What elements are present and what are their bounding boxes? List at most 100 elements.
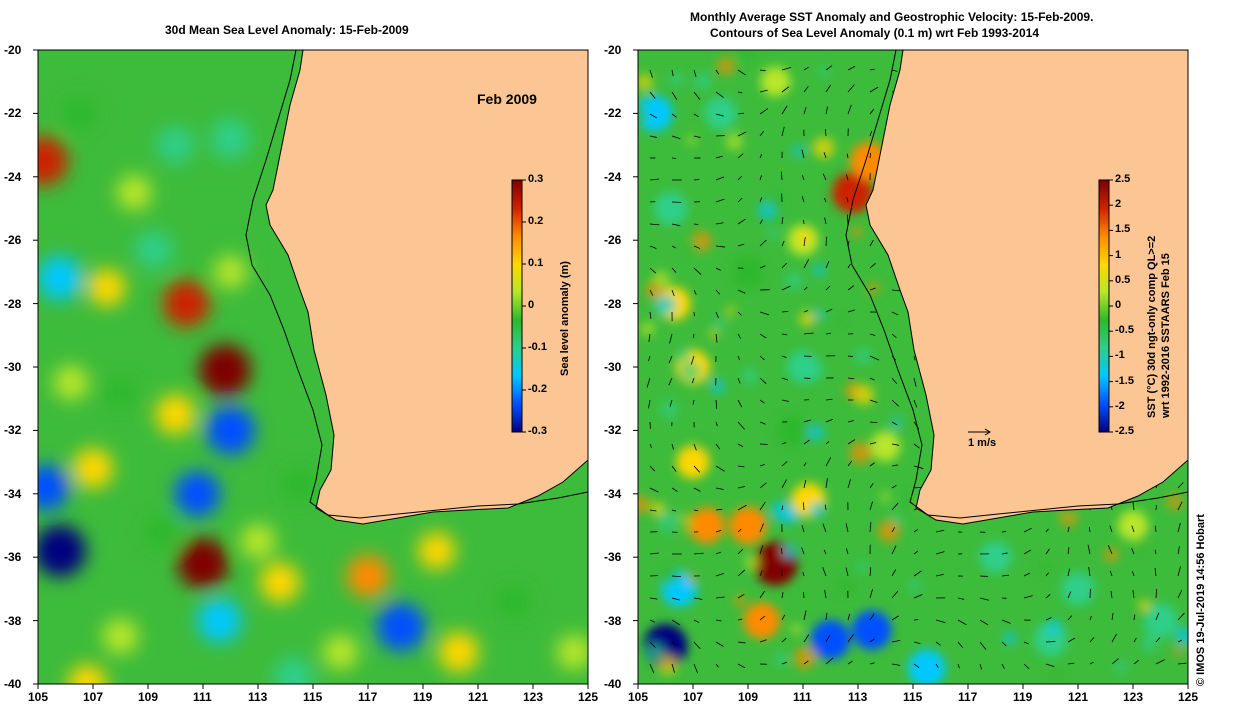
velocity-scale-arrow: [968, 428, 991, 436]
velocity-vector: [935, 641, 941, 646]
left-x-tick-label: 125: [578, 690, 599, 704]
right-x-tick-label: 115: [903, 690, 923, 704]
velocity-vector: [781, 637, 787, 643]
left-x-tick-label: 107: [83, 690, 104, 704]
velocity-vector: [891, 615, 899, 621]
velocity-vector: [715, 596, 725, 599]
velocity-vector: [825, 308, 833, 313]
velocity-vector: [801, 524, 805, 533]
left-y-tick-label: -24: [4, 169, 22, 184]
velocity-vector: [649, 597, 658, 600]
velocity-vector: [891, 311, 899, 316]
velocity-vector: [891, 569, 896, 577]
velocity-vector: [1155, 612, 1160, 621]
velocity-vector: [737, 443, 744, 448]
right-y-tick-label: -20: [604, 43, 622, 57]
velocity-vector: [913, 663, 920, 669]
velocity-vector: [1109, 570, 1113, 577]
velocity-vector: [1067, 568, 1070, 577]
velocity-vector: [891, 69, 898, 72]
velocity-vector: [825, 261, 830, 269]
velocity-vector: [759, 377, 767, 384]
sla-anomaly-patch: [213, 255, 248, 289]
sst-colorbar-tick-label: 1.5: [1115, 223, 1131, 236]
sla-colorbar-tick-label: 0.1: [528, 257, 544, 269]
velocity-vector: [803, 310, 809, 313]
right-map-title-line1: Monthly Average SST Anomaly and Geostrop…: [690, 10, 1094, 24]
sla-anomaly-patch: [38, 464, 69, 511]
sst-colorbar-label-line1: SST (°C) 30d ngt-only comp QL>=2: [1146, 235, 1158, 418]
velocity-vector: [825, 418, 834, 423]
sst-texture-speck: [790, 623, 803, 635]
velocity-vector: [693, 597, 703, 600]
velocity-vector: [891, 421, 898, 426]
velocity-vector: [649, 619, 656, 623]
velocity-vector: [759, 501, 766, 511]
velocity-vector: [1023, 595, 1033, 599]
velocity-vector: [671, 663, 675, 673]
velocity-vector: [1088, 526, 1091, 533]
velocity-vector: [648, 333, 651, 342]
left-x-tick-label: 123: [523, 690, 544, 704]
velocity-vector: [891, 484, 897, 489]
velocity-vector: [715, 113, 724, 117]
sla-anomaly-field: [38, 95, 588, 684]
velocity-vector: [715, 155, 723, 159]
velocity-vector: [1023, 527, 1032, 533]
velocity-vector: [1177, 523, 1181, 533]
velocity-vector: [1110, 590, 1113, 599]
velocity-vector: [1154, 549, 1157, 555]
velocity-vector: [693, 552, 704, 555]
velocity-vector: [847, 309, 855, 313]
velocity-vector: [847, 633, 854, 643]
sst-anomaly-patch: [760, 66, 791, 97]
sst-texture-speck: [1173, 647, 1183, 657]
sst-colorbar-tick-label: 2: [1115, 198, 1122, 211]
velocity-vector: [869, 442, 877, 445]
velocity-vector: [781, 592, 784, 599]
velocity-vector: [671, 135, 681, 140]
sla-anomaly-patch: [206, 406, 255, 455]
velocity-vector: [825, 65, 833, 71]
velocity-vector: [801, 175, 805, 181]
velocity-vector: [847, 104, 852, 115]
velocity-scale-label: 1 m/s: [968, 437, 997, 449]
velocity-vector: [803, 591, 805, 599]
velocity-vector: [759, 239, 767, 247]
velocity-vector: [759, 464, 765, 467]
left-x-tick-label: 119: [413, 690, 433, 704]
sst-texture-speck: [804, 360, 825, 381]
sst-texture-speck: [782, 544, 797, 559]
sst-texture-speck: [851, 226, 862, 238]
velocity-vector: [671, 597, 680, 601]
velocity-vector: [825, 657, 834, 665]
sst-anomaly-patch: [729, 506, 767, 545]
velocity-vector: [825, 635, 830, 643]
right-y-tick-label: -22: [604, 106, 622, 121]
velocity-vector: [891, 464, 899, 467]
sla-colorbar-tick-label: -0.1: [528, 341, 547, 353]
velocity-vector: [759, 355, 765, 361]
velocity-vector: [891, 663, 901, 666]
velocity-vector: [737, 131, 747, 137]
velocity-vector: [957, 619, 967, 626]
sea-level-anomaly-map: [37, 49, 589, 685]
velocity-vector: [737, 175, 742, 181]
right-x-tick-label: 125: [1178, 690, 1199, 704]
velocity-vector: [759, 570, 763, 577]
velocity-vector: [781, 442, 787, 445]
velocity-vector: [759, 639, 767, 643]
velocity-vector: [693, 663, 698, 674]
velocity-vector: [869, 501, 873, 511]
velocity-vector: [715, 465, 725, 472]
velocity-vector: [1177, 566, 1181, 577]
sla-colorbar-tick-label: -0.2: [528, 383, 547, 395]
velocity-vector: [823, 549, 827, 555]
velocity-vector: [913, 443, 920, 449]
sla-anomaly-patch: [134, 231, 173, 269]
sst-anomaly-patch: [1061, 572, 1095, 606]
velocity-vector: [869, 287, 876, 291]
velocity-vector: [869, 567, 872, 577]
velocity-vector: [825, 398, 833, 401]
velocity-vector: [801, 149, 805, 159]
